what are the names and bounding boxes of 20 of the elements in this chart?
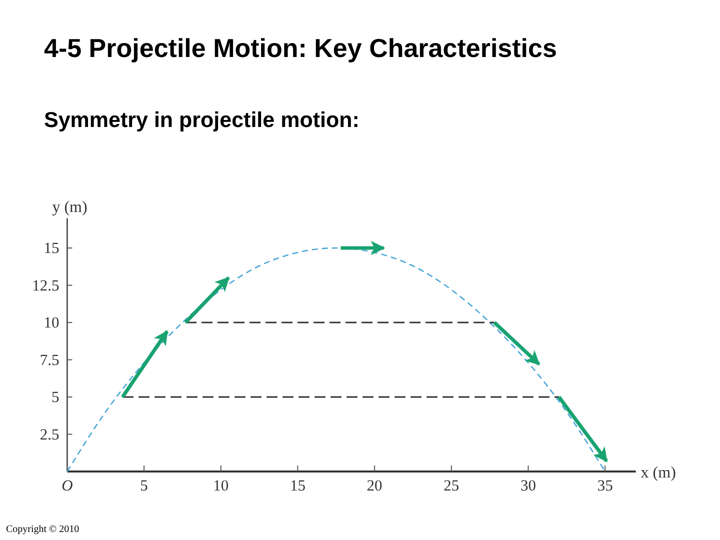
y-tick-label: 5	[51, 389, 60, 406]
text: Copyright © 2010	[6, 524, 80, 535]
x-tick-label: 5	[140, 478, 148, 494]
x-tick-label: 10	[213, 478, 229, 494]
x-tick-label: 25	[444, 478, 460, 494]
y-tick-label: 7.5	[40, 352, 60, 369]
chart-title: 4-5 Projectile Motion: Key Characteristics	[44, 33, 557, 63]
line-series	[66, 247, 606, 472]
x-axis-title: x (m)	[640, 464, 676, 482]
x-tick-label: 30	[520, 478, 536, 494]
y-tick-label: 12.5	[32, 277, 60, 294]
y-tick-label: 15	[44, 240, 60, 257]
y-tick-label: 2.5	[40, 426, 60, 444]
y-axis-title: y (m)	[52, 199, 88, 216]
x-tick-label: 20	[366, 478, 383, 494]
chart-subtitle: Symmetry in projectile motion:	[44, 108, 360, 132]
y-tick-label: 10	[44, 314, 60, 332]
x-tick-label: 15	[290, 478, 306, 494]
x-tick-label: 35	[597, 478, 614, 494]
x-tick-label: O	[62, 478, 73, 494]
